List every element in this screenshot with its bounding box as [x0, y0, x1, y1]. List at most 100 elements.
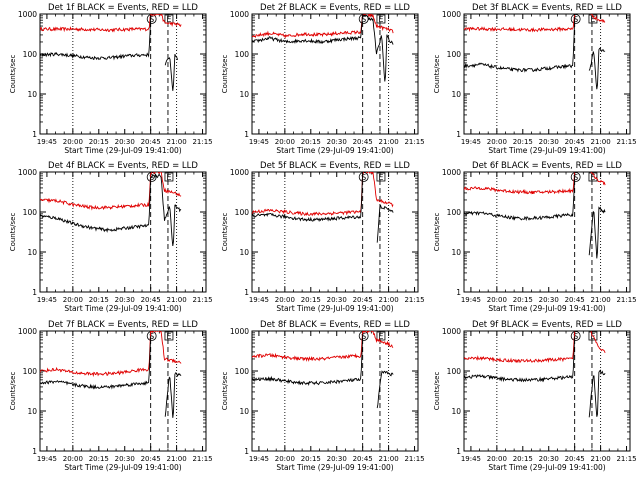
x-tick-label: 21:15 [616, 138, 636, 146]
marker-e-box [588, 172, 598, 182]
marker-e-box [376, 331, 386, 341]
x-axis-label: Start Time (29-Jul-09 19:41:00) [64, 146, 181, 155]
x-tick-label: 21:15 [192, 296, 212, 304]
panel-title: Det 9f BLACK = Events, RED = LLD [472, 320, 622, 330]
marker-s-circle [570, 172, 581, 182]
x-tick-label: 20:45 [353, 455, 373, 463]
y-tick-label: 10 [239, 407, 249, 416]
marker-s: S [573, 15, 578, 24]
y-tick-label: 100 [447, 208, 462, 217]
y-tick-label: 10 [451, 90, 461, 99]
plot-frame [39, 330, 207, 452]
marker-e: E [166, 332, 171, 341]
x-tick-label: 21:15 [404, 455, 424, 463]
x-tick-label: 20:00 [275, 296, 295, 304]
marker-e-box [376, 14, 386, 24]
y-tick-label: 100 [235, 367, 250, 376]
x-tick-label: 20:45 [141, 138, 161, 146]
plot-frame [251, 171, 419, 293]
y-axis-label: Counts/sec [433, 213, 441, 252]
x-axis-label: Start Time (29-Jul-09 19:41:00) [276, 304, 393, 313]
x-tick-label: 21:00 [167, 296, 187, 304]
y-tick-label: 10 [451, 407, 461, 416]
x-tick-label: 20:15 [513, 296, 533, 304]
x-tick-label: 21:00 [591, 455, 611, 463]
plot-frame [251, 13, 419, 135]
panel-title: Det 4f BLACK = Events, RED = LLD [48, 161, 198, 171]
x-tick-label: 20:45 [565, 138, 585, 146]
y-tick-label: 1 [244, 130, 249, 139]
x-tick-label: 20:30 [539, 455, 559, 463]
x-axis-label: Start Time (29-Jul-09 19:41:00) [488, 146, 605, 155]
marker-s-circle [570, 14, 581, 24]
y-axis-label: Counts/sec [9, 213, 17, 252]
y-tick-label: 10 [239, 90, 249, 99]
events-trace [40, 14, 179, 91]
x-tick-label: 20:30 [539, 296, 559, 304]
lld-trace [40, 172, 182, 211]
y-tick-label: 100 [23, 208, 38, 217]
x-tick-label: 20:30 [115, 138, 135, 146]
y-tick-label: 1 [456, 130, 461, 139]
panel-title: Det 2f BLACK = Events, RED = LLD [260, 3, 410, 13]
panel-det-3: Det 3f BLACK = Events, RED = LLD 1 10 100 10… [433, 3, 637, 155]
x-tick-label: 21:00 [167, 455, 187, 463]
x-tick-label: 20:30 [327, 455, 347, 463]
x-tick-label: 21:15 [192, 138, 212, 146]
y-tick-label: 10 [239, 248, 249, 257]
y-tick-label: 10 [27, 248, 37, 257]
x-tick-label: 20:45 [141, 296, 161, 304]
plot-frame [39, 13, 207, 135]
marker-e: E [590, 173, 595, 182]
plot-frame [463, 13, 631, 135]
panel-title: Det 8f BLACK = Events, RED = LLD [260, 320, 410, 330]
y-tick-label: 1 [244, 447, 249, 456]
y-axis-label: Counts/sec [221, 55, 229, 94]
lld-trace [40, 331, 182, 378]
marker-e-box [376, 172, 386, 182]
lld-trace [464, 14, 606, 33]
x-tick-label: 21:15 [192, 455, 212, 463]
panel-title: Det 5f BLACK = Events, RED = LLD [260, 161, 410, 171]
x-tick-label: 20:45 [353, 138, 373, 146]
marker-s-circle [570, 331, 581, 341]
lld-trace [464, 172, 606, 195]
x-tick-label: 20:15 [513, 138, 533, 146]
panel-det-6: Det 6f BLACK = Events, RED = LLD 1 10 100 10… [433, 161, 637, 313]
marker-s: S [149, 332, 154, 341]
x-tick-label: 19:45 [461, 296, 481, 304]
panel-title: Det 1f BLACK = Events, RED = LLD [48, 3, 198, 13]
marker-e-box [164, 331, 174, 341]
events-trace [252, 334, 394, 409]
y-tick-label: 1000 [18, 10, 37, 19]
x-tick-label: 20:00 [275, 138, 295, 146]
marker-s: S [573, 332, 578, 341]
y-axis-label: Counts/sec [9, 55, 17, 94]
panel-det-7: Det 7f BLACK = Events, RED = LLD 1 10 100 10… [9, 320, 213, 472]
marker-s: S [149, 15, 154, 24]
events-trace [252, 14, 394, 82]
x-tick-label: 20:00 [63, 138, 83, 146]
x-tick-label: 19:45 [37, 296, 57, 304]
lld-trace [252, 331, 394, 362]
panel-title: Det 3f BLACK = Events, RED = LLD [472, 3, 622, 13]
x-tick-label: 20:15 [513, 455, 533, 463]
x-tick-label: 20:00 [63, 296, 83, 304]
panel-det-1: Det 1f BLACK = Events, RED = LLD 1 10 100 10… [9, 3, 213, 155]
marker-e: E [378, 332, 383, 341]
lld-trace [464, 331, 606, 364]
x-tick-label: 20:30 [327, 296, 347, 304]
plot-frame [251, 330, 419, 452]
y-tick-label: 100 [235, 50, 250, 59]
marker-e: E [378, 173, 383, 182]
y-tick-label: 10 [451, 248, 461, 257]
panel-det-8: Det 8f BLACK = Events, RED = LLD 1 10 100 10… [221, 320, 425, 472]
y-tick-label: 1 [456, 447, 461, 456]
x-tick-label: 20:45 [141, 455, 161, 463]
x-tick-label: 20:00 [487, 455, 507, 463]
y-tick-label: 1 [32, 288, 37, 297]
events-trace [464, 17, 606, 90]
x-axis-label: Start Time (29-Jul-09 19:41:00) [488, 463, 605, 472]
x-tick-label: 20:45 [565, 455, 585, 463]
x-tick-label: 20:30 [327, 138, 347, 146]
